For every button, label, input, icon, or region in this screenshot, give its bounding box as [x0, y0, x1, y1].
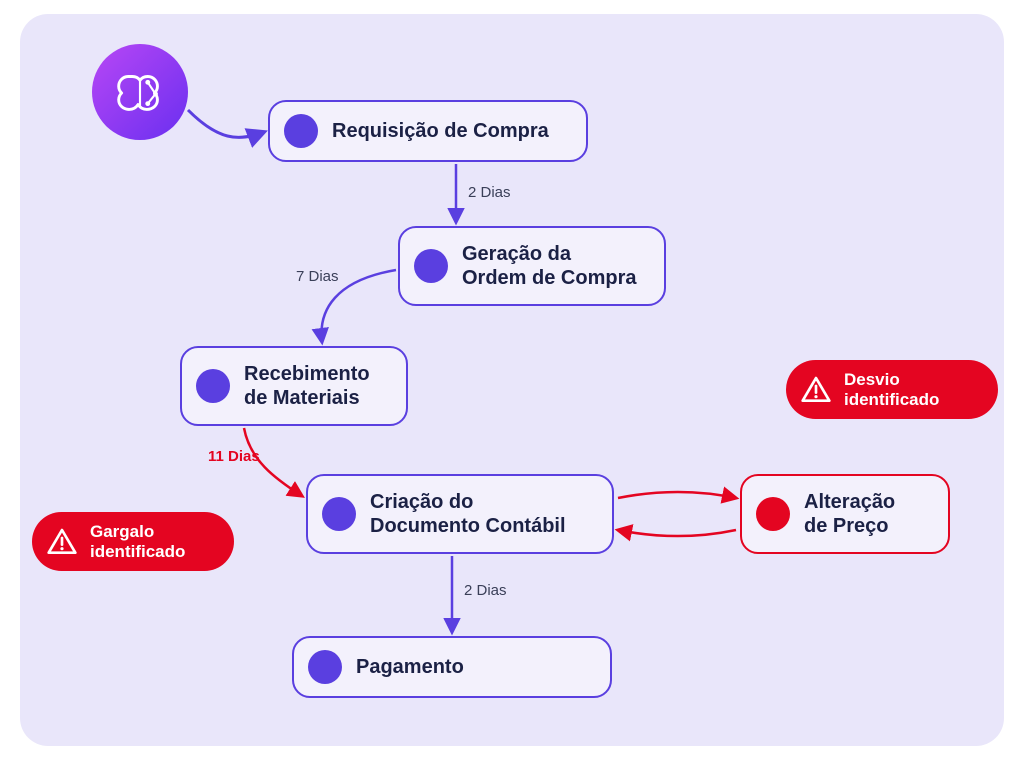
- edge-label-rec-cri: 11 Dias: [208, 448, 260, 465]
- edge-alt-to-cri: [618, 530, 736, 536]
- node-label: Alteração de Preço: [804, 490, 924, 538]
- node-requisicao: Requisição de Compra: [268, 100, 588, 162]
- node-geracao: Geração da Ordem de Compra: [398, 226, 666, 306]
- node-label: Geração da Ordem de Compra: [462, 242, 640, 290]
- node-dot: [756, 497, 790, 531]
- alert-gargalo: Gargalo identificado: [32, 512, 234, 571]
- warning-icon: [800, 374, 832, 406]
- node-pagamento: Pagamento: [292, 636, 612, 698]
- edge-label-ger-rec: 7 Dias: [296, 268, 339, 285]
- edge-label-cri-pag: 2 Dias: [464, 582, 507, 599]
- node-criacao: Criação do Documento Contábil: [306, 474, 614, 554]
- warning-icon: [46, 526, 78, 558]
- edge-cri-to-alt: [618, 492, 736, 498]
- node-dot: [308, 650, 342, 684]
- node-dot: [414, 249, 448, 283]
- node-label: Pagamento: [356, 655, 464, 679]
- node-label: Requisição de Compra: [332, 119, 549, 143]
- node-label: Criação do Documento Contábil: [370, 490, 588, 538]
- node-dot: [322, 497, 356, 531]
- edge-label-req-ger: 2 Dias: [468, 184, 511, 201]
- alert-label: Desvio identificado: [844, 370, 974, 409]
- node-alteracao: Alteração de Preço: [740, 474, 950, 554]
- node-dot: [284, 114, 318, 148]
- edge-brain-to-req: [188, 110, 264, 137]
- alert-label: Gargalo identificado: [90, 522, 210, 561]
- node-dot: [196, 369, 230, 403]
- alert-desvio: Desvio identificado: [786, 360, 998, 419]
- diagram-canvas: Requisição de Compra Geração da Ordem de…: [20, 14, 1004, 746]
- brain-icon: [92, 44, 188, 140]
- node-recebimento: Recebimento de Materiais: [180, 346, 408, 426]
- node-label: Recebimento de Materiais: [244, 362, 382, 410]
